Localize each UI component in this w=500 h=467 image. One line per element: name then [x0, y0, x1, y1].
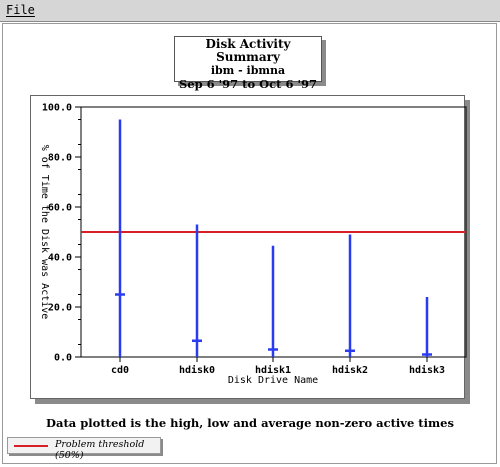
chart-caption: Data plotted is the high, low and averag…	[46, 416, 454, 430]
legend-label: Problem threshold (50%)	[55, 439, 145, 461]
plot-card	[30, 95, 465, 399]
x-tick-label: cd0	[111, 365, 129, 376]
y-tick-label: 0.0	[54, 353, 72, 364]
chart-title-box: Disk Activity Summary ibm - ibmna Sep 6 …	[174, 36, 322, 91]
chart-subtitle-host: ibm - ibmna	[210, 64, 286, 77]
chart-subtitle-dates: Sep 6 '97 to Oct 6 '97	[178, 77, 318, 91]
legend: Problem threshold (50%)	[7, 437, 161, 461]
menu-bar: File	[0, 0, 500, 22]
x-tick-label: hdisk2	[332, 364, 368, 376]
x-tick-label: hdisk1	[255, 364, 291, 376]
file-menu[interactable]: File	[6, 3, 35, 17]
y-tick-label: 80.0	[48, 153, 72, 164]
y-tick-label: 100.0	[42, 103, 72, 114]
y-tick-label: 60.0	[48, 203, 72, 214]
legend-swatch	[14, 445, 48, 447]
x-axis-label: Disk Drive Name	[228, 375, 318, 386]
chart-title: Disk Activity Summary	[205, 37, 291, 64]
x-tick-label: hdisk3	[409, 364, 445, 376]
y-tick-label: 20.0	[48, 303, 72, 314]
y-axis-label: % of Time the Disk was Active	[39, 145, 50, 320]
y-tick-label: 40.0	[48, 253, 72, 264]
x-tick-label: hdisk0	[179, 364, 215, 376]
